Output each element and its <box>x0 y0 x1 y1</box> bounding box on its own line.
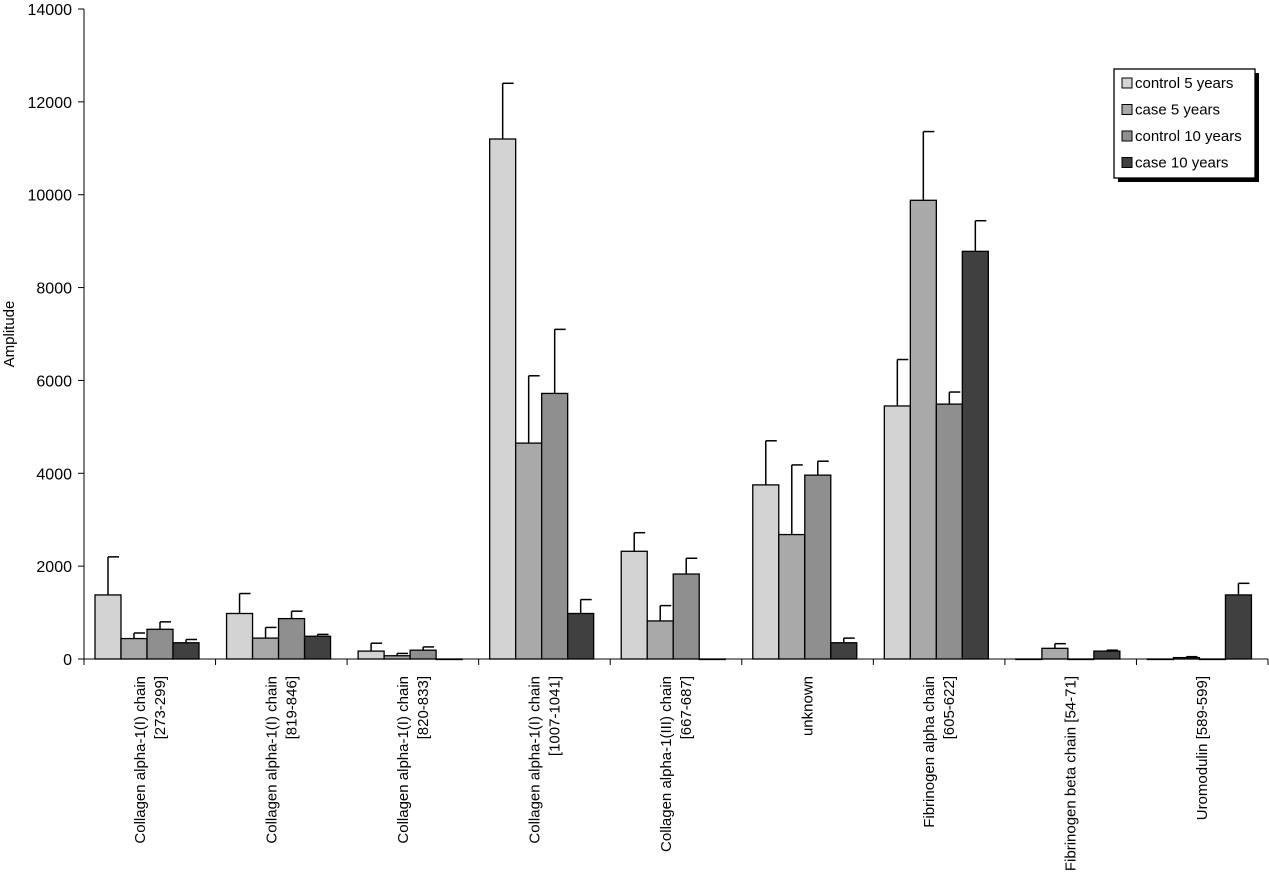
x-tick-label-line: Uromodulin [589-599] <box>1194 676 1211 820</box>
x-tick-label-line: Fibrinogen alpha chain <box>921 676 938 828</box>
bar <box>225 612 254 660</box>
x-tick-label: Fibrinogen beta chain [54-71] <box>1063 676 1080 871</box>
legend-swatch <box>1121 157 1133 168</box>
bar <box>646 620 674 660</box>
x-tick-label: Uromodulin [589-599] <box>1194 676 1211 820</box>
x-tick-label: Fibrinogen alpha chain [605-622] <box>921 676 958 828</box>
x-tick-label-line: [667-687] <box>678 676 695 739</box>
bar <box>409 649 437 660</box>
bar <box>1041 647 1069 660</box>
bar <box>146 628 174 660</box>
x-tick-label: Collagen alpha-1(III) chain [667-687] <box>658 676 695 852</box>
bar <box>383 655 411 660</box>
x-tick-label: Collagen alpha-1(I) chain [820-833] <box>395 676 432 844</box>
x-tick-label-line: Collagen alpha-1(I) chain <box>263 676 280 844</box>
x-tick-label: Collagen alpha-1(I) chain [819-846] <box>263 676 300 844</box>
bar <box>567 612 595 660</box>
x-tick-label-line: [819-846] <box>283 676 300 739</box>
bar <box>277 617 306 660</box>
legend <box>1113 68 1256 179</box>
bar <box>804 474 832 660</box>
bar <box>1172 656 1201 660</box>
bar <box>357 650 385 660</box>
x-tick-label-line: [273-299] <box>152 676 169 739</box>
x-tick-label-line: Collagen alpha-1(I) chain <box>526 676 543 844</box>
x-tick-label-line: [1007-1041] <box>546 676 563 756</box>
bar <box>698 658 726 661</box>
legend-swatch <box>1121 130 1133 142</box>
legend-label: control 10 years <box>1135 128 1242 145</box>
x-tick-label-line: [820-833] <box>415 676 432 739</box>
x-tick-label-line: [605-622] <box>941 676 958 739</box>
bar <box>515 442 543 660</box>
x-tick-label-line: Fibrinogen beta chain [54-71] <box>1063 676 1080 871</box>
bar <box>251 637 280 660</box>
x-tick-label: unknown <box>800 676 817 736</box>
bar <box>752 484 780 660</box>
bar <box>303 635 332 660</box>
bar <box>620 550 648 660</box>
bar <box>489 138 517 660</box>
bar <box>672 573 700 660</box>
x-tick-label: Collagen alpha-1(I) chain [1007-1041] <box>526 676 563 844</box>
bar <box>935 403 963 660</box>
bar <box>1067 658 1095 661</box>
bar <box>1015 658 1043 661</box>
bar <box>1146 658 1175 661</box>
y-tick-label: 6000 <box>36 373 72 390</box>
y-tick-label: 2000 <box>36 559 72 576</box>
bar <box>1198 658 1227 661</box>
bar <box>830 642 858 660</box>
bar <box>883 405 911 660</box>
legend-swatch <box>1121 77 1133 89</box>
x-tick-label-line: unknown <box>800 676 817 736</box>
legend-label: case 5 years <box>1135 102 1220 119</box>
bar <box>1224 594 1253 660</box>
x-tick-label: Collagen alpha-1(I) chain [273-299] <box>132 676 169 844</box>
y-tick-label: 4000 <box>36 466 72 483</box>
y-tick-label: 0 <box>63 652 72 669</box>
legend-label: case 10 years <box>1135 155 1228 172</box>
y-axis-title: Amplitude <box>1 301 18 368</box>
y-tick-label: 14000 <box>28 2 73 19</box>
bar <box>1093 650 1121 660</box>
legend-label: control 5 years <box>1135 75 1233 92</box>
bar <box>909 199 937 660</box>
x-tick-label-line: Collagen alpha-1(III) chain <box>658 676 675 852</box>
bar <box>94 594 122 660</box>
bar <box>120 637 148 660</box>
bar <box>541 392 569 660</box>
bar <box>778 533 806 660</box>
y-tick-label: 10000 <box>28 188 73 205</box>
legend-swatch <box>1121 104 1133 115</box>
bar <box>435 658 463 661</box>
y-tick-label: 12000 <box>28 95 73 112</box>
x-tick-label-line: Collagen alpha-1(I) chain <box>132 676 149 844</box>
x-tick-label-line: Collagen alpha-1(I) chain <box>395 676 412 844</box>
bar <box>961 250 989 660</box>
bar <box>172 642 200 660</box>
y-tick-label: 8000 <box>36 281 72 298</box>
